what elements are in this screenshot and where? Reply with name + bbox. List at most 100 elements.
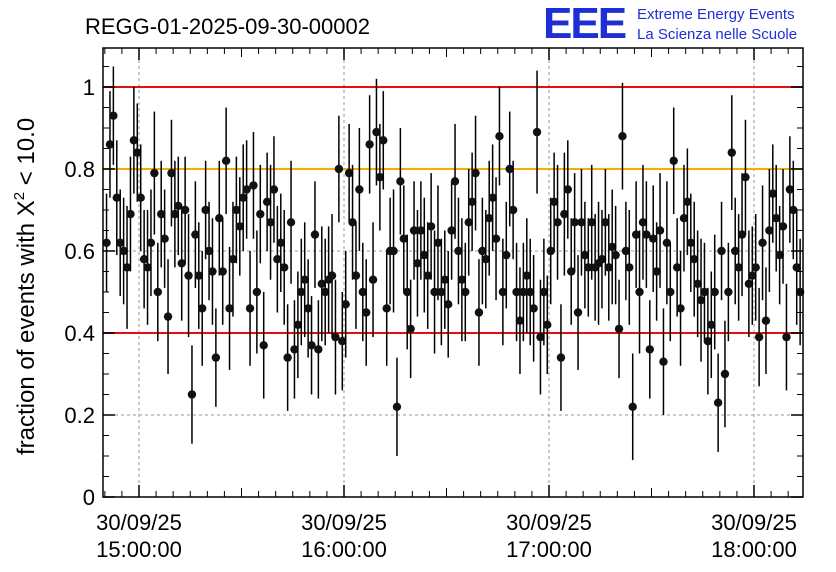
data-point [584,263,593,272]
data-point [420,250,429,260]
data-point [546,246,555,256]
data-point [700,287,709,297]
data-point [628,402,637,411]
data-point [430,287,439,297]
data-point [157,209,166,219]
data-point [105,140,115,149]
data-point [269,185,279,194]
data-point [314,345,323,354]
data-point [659,357,668,366]
data-point [690,255,699,264]
data-point [259,341,268,350]
data-point [638,218,648,227]
data-point [485,214,494,223]
data-point [508,205,518,215]
data-point [133,148,142,157]
data-point [539,287,549,297]
data-point [543,320,552,329]
data-point [344,168,354,178]
data-point [290,345,299,354]
x-tick-label-time: 15:00:00 [96,537,182,562]
data-point [707,320,716,329]
data-point [198,304,207,313]
data-point [201,205,210,215]
eee-logo: EEE Extreme Energy Events La Scienza nel… [543,0,797,48]
data-point [604,263,613,272]
data-point [580,250,590,260]
data-point [536,332,545,342]
y-tick-label: 0.6 [64,239,95,264]
data-point [249,181,258,190]
data-point [560,209,569,219]
data-point [748,271,757,280]
data-point [416,226,426,235]
data-point [505,164,514,174]
data-point [403,287,412,297]
data-point [635,287,644,297]
data-point [631,230,641,239]
data-point [474,308,484,317]
data-point [522,271,531,280]
data-point [440,275,449,284]
brand-line-1: Extreme Energy Events [637,6,795,23]
axis-ticks: 30/09/2515:00:0030/09/2516:00:0030/09/25… [64,48,803,562]
data-point [614,324,624,334]
data-point [621,246,631,256]
chart-title: REGG-01-2025-09-30-00002 [85,14,370,39]
y-axis-label-symbol: Χ [13,200,40,216]
data-point [642,230,651,239]
data-point [382,304,391,313]
data-point [775,250,784,260]
data-point [686,238,695,247]
data-point [553,218,562,227]
data-point [577,218,586,227]
data-point [143,263,152,272]
data-point [300,275,309,284]
data-point [406,324,415,334]
data-point [338,337,347,346]
data-point [785,185,795,194]
data-point [437,287,446,297]
data-point [358,287,367,297]
data-point [225,304,234,313]
data-point [331,332,340,342]
y-tick-label: 0.2 [64,403,95,428]
brand-line-2: La Scienza nelle Scuole [637,26,797,43]
data-point [461,287,470,297]
data-point [450,177,460,186]
data-point [286,218,296,227]
data-point [703,337,713,346]
data-point [307,341,316,350]
data-point [567,267,576,276]
data-point [676,304,685,313]
data-point [734,263,743,272]
data-point [126,209,135,219]
data-point [351,271,361,280]
data-point [194,271,203,280]
data-point [334,164,344,174]
data-point [666,287,675,297]
x-tick-label-time: 17:00:00 [506,537,592,562]
data-point [228,255,238,264]
data-point [379,136,388,145]
data-point [187,390,197,399]
data-point [317,279,326,288]
data-point [116,238,125,247]
data-point [355,185,364,194]
data-point [532,127,542,137]
data-point [713,398,723,407]
data-point [423,271,432,280]
data-point [204,246,214,256]
data-point [519,287,528,297]
data-point [608,242,617,252]
data-point [256,209,265,219]
data-point [611,250,620,260]
data-point [481,255,490,264]
data-point [758,238,767,247]
data-point [662,238,672,247]
data-point [297,287,306,297]
data-point [283,353,292,362]
data-point [751,263,760,272]
data-point [341,300,350,309]
x-tick-label-time: 16:00:00 [301,537,387,562]
